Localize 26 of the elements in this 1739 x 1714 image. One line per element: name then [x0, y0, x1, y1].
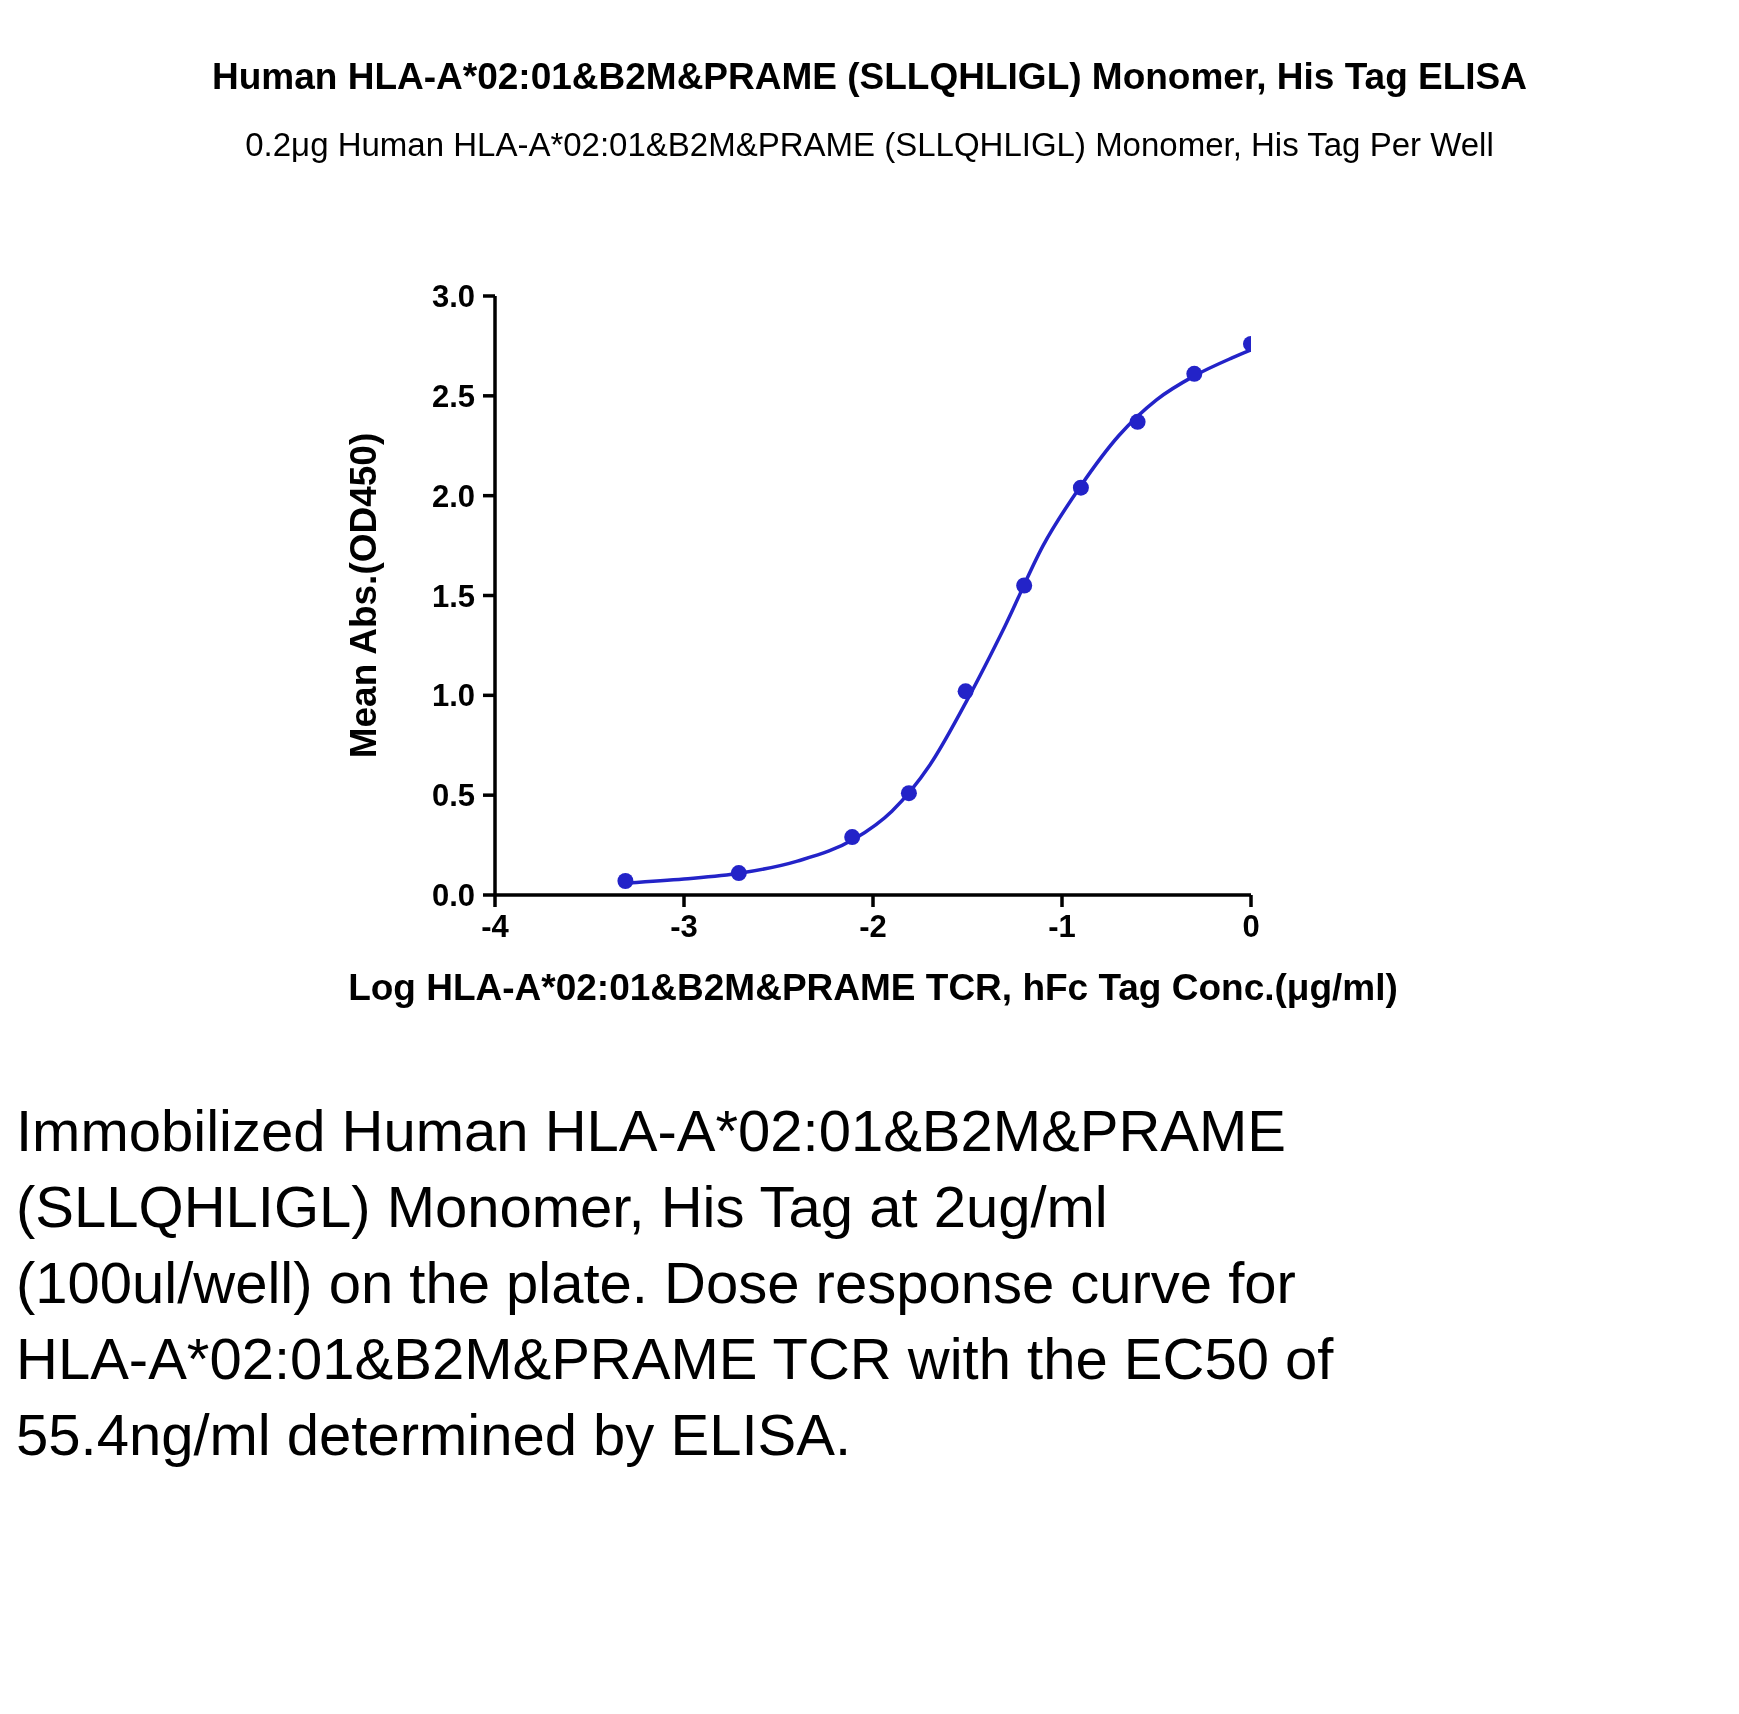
- point: [617, 873, 634, 890]
- chart-subtitle: 0.2μg Human HLA-A*02:01&B2M&PRAME (SLLQHLIGL) Monomer, His Tag Per Well: [244, 126, 1495, 164]
- x-tick-label: 0: [1242, 909, 1260, 945]
- x-tick-label: -2: [859, 909, 887, 945]
- point: [730, 865, 747, 882]
- point: [1072, 479, 1089, 496]
- y-tick-label: 0.5: [431, 778, 475, 814]
- point: [1016, 577, 1033, 594]
- point: [1129, 413, 1146, 430]
- x-tick-label: -3: [670, 909, 698, 945]
- point: [844, 829, 861, 846]
- y-tick-label: 1.0: [431, 678, 475, 714]
- x-tick-label: -1: [1048, 909, 1076, 945]
- point: [900, 785, 917, 802]
- y-tick-label: 3.0: [431, 279, 475, 315]
- x-axis-title: Log HLA-A*02:01&B2M&PRAME TCR, hFc Tag Conc.(μg/ml): [348, 967, 1398, 1008]
- y-tick-label: 1.5: [431, 578, 475, 614]
- x-tick-label: -4: [481, 909, 510, 945]
- y-tick-label: 2.0: [431, 478, 475, 514]
- chart-title: Human HLA-A*02:01&B2M&PRAME (SLLQHLIGL) Monomer, His Tag ELISA: [211, 56, 1528, 98]
- point: [957, 683, 974, 700]
- y-tick-label: 2.5: [431, 378, 475, 414]
- point: [1186, 365, 1203, 382]
- text: Immobilized Human HLA-A*02:01&B2M&PRAME (SLLQHLIGL) Monomer, His Tag at 2ug/ml (100ul/well) on the plate. Dose response curve for HLA-A*02:01&B2M&PRAME TCR with the EC50 of 55.4ng/ml determined by ELISA.: [16, 1097, 1335, 1469]
- y-tick-label: 0.0: [431, 878, 475, 914]
- y-axis-title: Mean Abs.(OD450): [343, 432, 385, 759]
